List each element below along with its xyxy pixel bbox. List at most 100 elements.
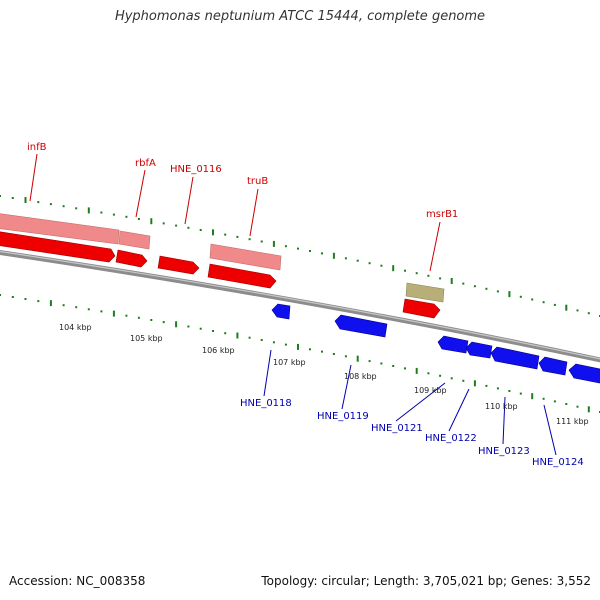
outer-minor-tick bbox=[260, 240, 263, 243]
outer-major-tick bbox=[450, 278, 453, 284]
leader-HNE_0122 bbox=[448, 388, 470, 432]
outer-minor-tick bbox=[542, 301, 545, 304]
label-HNE_0118: HNE_0118 bbox=[240, 398, 292, 409]
leader-HNE_0116 bbox=[184, 176, 194, 225]
inner-minor-tick bbox=[62, 304, 65, 307]
inner-minor-tick bbox=[542, 397, 545, 400]
gene-HNE_0119 bbox=[334, 314, 388, 338]
leader-HNE_0121 bbox=[395, 382, 446, 422]
label-HNE_0116: HNE_0116 bbox=[170, 164, 222, 175]
map-title: Hyphomonas neptunium ATCC 15444, complet… bbox=[114, 9, 486, 24]
outer-minor-tick bbox=[37, 201, 40, 204]
inner-minor-tick bbox=[508, 390, 511, 392]
inner-minor-tick bbox=[284, 343, 287, 346]
outer-minor-tick bbox=[368, 262, 371, 265]
gene-truB bbox=[207, 263, 277, 289]
outer-minor-tick bbox=[576, 309, 579, 312]
outer-minor-tick bbox=[485, 287, 488, 290]
outer-minor-tick bbox=[587, 312, 590, 315]
inner-minor-tick bbox=[439, 374, 442, 377]
inner-minor-tick bbox=[427, 372, 430, 375]
inner-tick-row bbox=[0, 294, 600, 413]
gene-HNE_0124 bbox=[538, 356, 568, 376]
inner-major-tick bbox=[236, 332, 239, 339]
inner-minor-tick bbox=[332, 353, 335, 355]
gene-msrB1 bbox=[402, 298, 441, 319]
inner-major-tick bbox=[112, 310, 115, 317]
inner-minor-tick bbox=[368, 360, 371, 363]
forward-leaders bbox=[29, 153, 441, 272]
inner-major-tick bbox=[473, 380, 476, 387]
inner-minor-tick bbox=[519, 392, 522, 395]
inner-minor-tick bbox=[272, 341, 275, 344]
inner-minor-tick bbox=[321, 350, 323, 353]
outer-major-tick bbox=[392, 265, 395, 272]
inner-minor-tick bbox=[199, 327, 202, 330]
reverse-leaders bbox=[263, 349, 557, 456]
inner-minor-tick bbox=[100, 310, 103, 313]
feature-truB-outer bbox=[209, 243, 282, 271]
leader-infB bbox=[29, 153, 38, 202]
outer-minor-tick bbox=[162, 222, 165, 225]
leader-msrB1 bbox=[429, 221, 441, 272]
leader-HNE_0119 bbox=[341, 364, 352, 410]
outer-tick-row bbox=[0, 195, 600, 317]
outer-major-tick bbox=[87, 207, 90, 214]
gene-HNE_0116 bbox=[157, 255, 200, 275]
inner-major-tick bbox=[587, 406, 590, 413]
outer-minor-tick bbox=[49, 203, 52, 206]
outer-minor-tick bbox=[553, 303, 556, 306]
inner-minor-tick bbox=[125, 314, 128, 317]
scale-label-106: 106 kbp bbox=[202, 346, 235, 355]
outer-minor-tick bbox=[137, 218, 140, 220]
outer-minor-tick bbox=[75, 207, 78, 210]
label-HNE_0122: HNE_0122 bbox=[425, 433, 477, 444]
label-rbfA: rbfA bbox=[135, 158, 156, 169]
outer-minor-tick bbox=[356, 259, 359, 262]
outer-minor-tick bbox=[125, 215, 128, 218]
outer-minor-tick bbox=[236, 235, 239, 238]
outer-minor-tick bbox=[199, 229, 202, 231]
inner-minor-tick bbox=[0, 294, 1, 296]
feature-infB-outer bbox=[0, 213, 120, 245]
label-HNE_0123: HNE_0123 bbox=[478, 446, 530, 457]
leader-truB bbox=[249, 188, 259, 237]
inner-minor-tick bbox=[87, 308, 90, 311]
outer-major-tick bbox=[508, 291, 511, 298]
scale-label-111: 111 kbp bbox=[556, 417, 589, 426]
inner-minor-tick bbox=[485, 384, 488, 387]
outer-minor-tick bbox=[284, 245, 287, 248]
inner-minor-tick bbox=[260, 339, 263, 341]
accession-text: Accession: NC_008358 bbox=[9, 574, 146, 588]
inner-minor-tick bbox=[187, 325, 190, 328]
gene-next bbox=[568, 363, 600, 384]
outer-minor-tick bbox=[473, 285, 476, 288]
inner-minor-tick bbox=[137, 316, 140, 319]
scale-label-108: 108 kbp bbox=[344, 372, 377, 381]
gene-infB bbox=[0, 231, 116, 263]
gene-HNE_0123 bbox=[490, 346, 540, 370]
inner-minor-tick bbox=[162, 321, 165, 324]
outer-minor-tick bbox=[531, 298, 534, 301]
outer-minor-tick bbox=[297, 247, 299, 250]
inner-minor-tick bbox=[11, 296, 14, 298]
outer-minor-tick bbox=[224, 233, 227, 236]
inner-minor-tick bbox=[462, 379, 465, 382]
inner-minor-tick bbox=[248, 336, 251, 339]
gene-rbfA bbox=[115, 249, 148, 268]
outer-minor-tick bbox=[496, 290, 499, 293]
outer-major-tick bbox=[332, 252, 335, 259]
label-infB: infB bbox=[27, 142, 47, 153]
inner-major-tick bbox=[531, 393, 534, 400]
leader-HNE_0118 bbox=[263, 349, 272, 397]
scale-label-110: 110 kbp bbox=[485, 402, 518, 411]
inner-minor-tick bbox=[404, 367, 406, 370]
leader-HNE_0124 bbox=[543, 404, 557, 456]
outer-minor-tick bbox=[11, 197, 14, 199]
scale-label-105: 105 kbp bbox=[130, 334, 163, 343]
inner-major-tick bbox=[356, 355, 359, 362]
outer-minor-tick bbox=[248, 238, 251, 241]
outer-minor-tick bbox=[175, 224, 178, 227]
outer-minor-tick bbox=[519, 295, 522, 298]
feature-other-outer bbox=[405, 282, 445, 303]
